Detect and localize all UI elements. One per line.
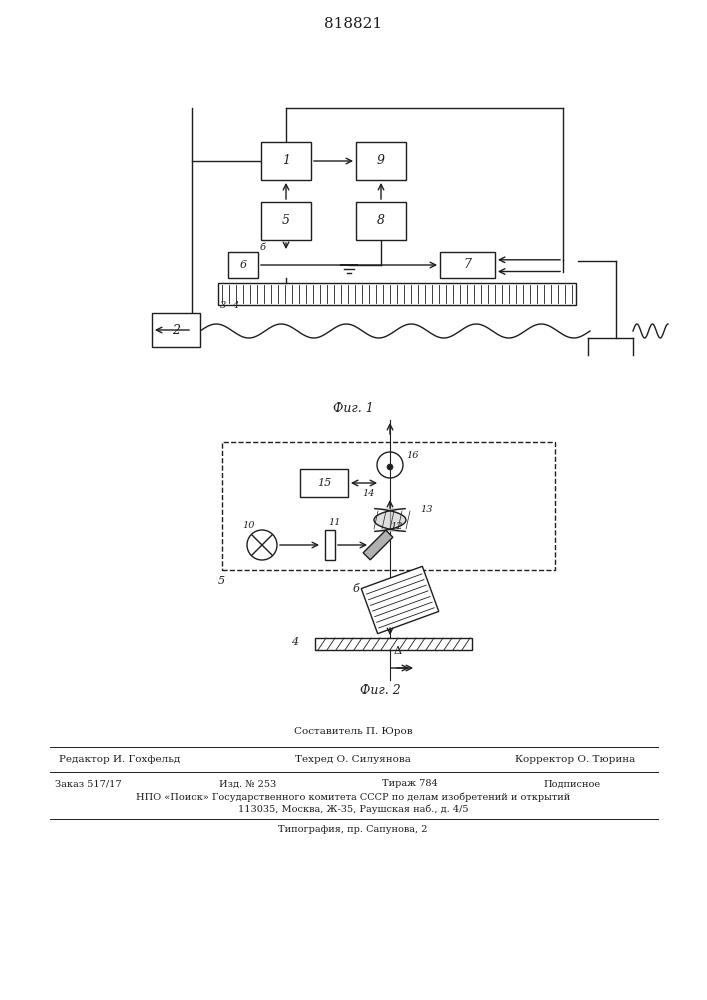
Bar xyxy=(356,142,406,180)
Bar xyxy=(325,530,335,560)
Text: 5: 5 xyxy=(218,576,225,586)
Text: Δ: Δ xyxy=(394,646,402,656)
Bar xyxy=(300,469,348,497)
Text: Изд. № 253: Изд. № 253 xyxy=(219,780,276,788)
Text: Типография, пр. Сапунова, 2: Типография, пр. Сапунова, 2 xyxy=(279,826,428,834)
Text: 6: 6 xyxy=(240,260,247,270)
Text: Фиг. 2: Фиг. 2 xyxy=(360,684,400,696)
Text: 12: 12 xyxy=(390,522,402,531)
Text: б: б xyxy=(260,243,266,252)
Circle shape xyxy=(387,464,393,470)
Text: 10: 10 xyxy=(242,521,255,530)
Text: 7: 7 xyxy=(464,258,472,271)
Text: Составитель П. Юров: Составитель П. Юров xyxy=(293,728,412,736)
Text: Фиг. 1: Фиг. 1 xyxy=(332,401,373,414)
Polygon shape xyxy=(374,509,406,531)
Bar xyxy=(222,442,555,570)
Text: 15: 15 xyxy=(317,478,331,488)
Text: Подписное: Подписное xyxy=(544,780,600,788)
Text: 1: 1 xyxy=(282,154,290,167)
Text: 2: 2 xyxy=(172,324,180,336)
Bar xyxy=(261,142,311,180)
Text: Тираж 784: Тираж 784 xyxy=(382,780,438,788)
Bar xyxy=(363,530,393,560)
Text: Техред О. Силуянова: Техред О. Силуянова xyxy=(295,754,411,764)
Text: 4: 4 xyxy=(232,301,238,310)
Text: Заказ 517/17: Заказ 517/17 xyxy=(54,780,122,788)
Bar xyxy=(440,252,495,278)
Text: 818821: 818821 xyxy=(324,17,382,31)
Text: Редактор И. Гохфельд: Редактор И. Гохфельд xyxy=(59,754,180,764)
Bar xyxy=(261,202,311,240)
Bar xyxy=(356,202,406,240)
Text: 9: 9 xyxy=(377,154,385,167)
Bar xyxy=(315,638,472,650)
Bar xyxy=(361,566,439,634)
Bar xyxy=(228,252,258,278)
Text: 11: 11 xyxy=(328,518,341,527)
Text: 113035, Москва, Ж-35, Раушская наб., д. 4/5: 113035, Москва, Ж-35, Раушская наб., д. … xyxy=(238,804,468,814)
Text: 16: 16 xyxy=(406,451,419,460)
Text: 4: 4 xyxy=(291,637,298,647)
Text: 14: 14 xyxy=(362,489,375,498)
Text: 3: 3 xyxy=(220,301,226,310)
Text: 8: 8 xyxy=(377,215,385,228)
Text: 5: 5 xyxy=(282,215,290,228)
Text: 13: 13 xyxy=(420,505,433,514)
Bar xyxy=(218,283,576,305)
Text: НПО «Поиск» Государственного комитета СССР по делам изобретений и открытий: НПО «Поиск» Государственного комитета СС… xyxy=(136,792,570,802)
Bar xyxy=(152,313,200,347)
Text: б: б xyxy=(352,584,358,594)
Text: Корректор О. Тюрина: Корректор О. Тюрина xyxy=(515,754,635,764)
